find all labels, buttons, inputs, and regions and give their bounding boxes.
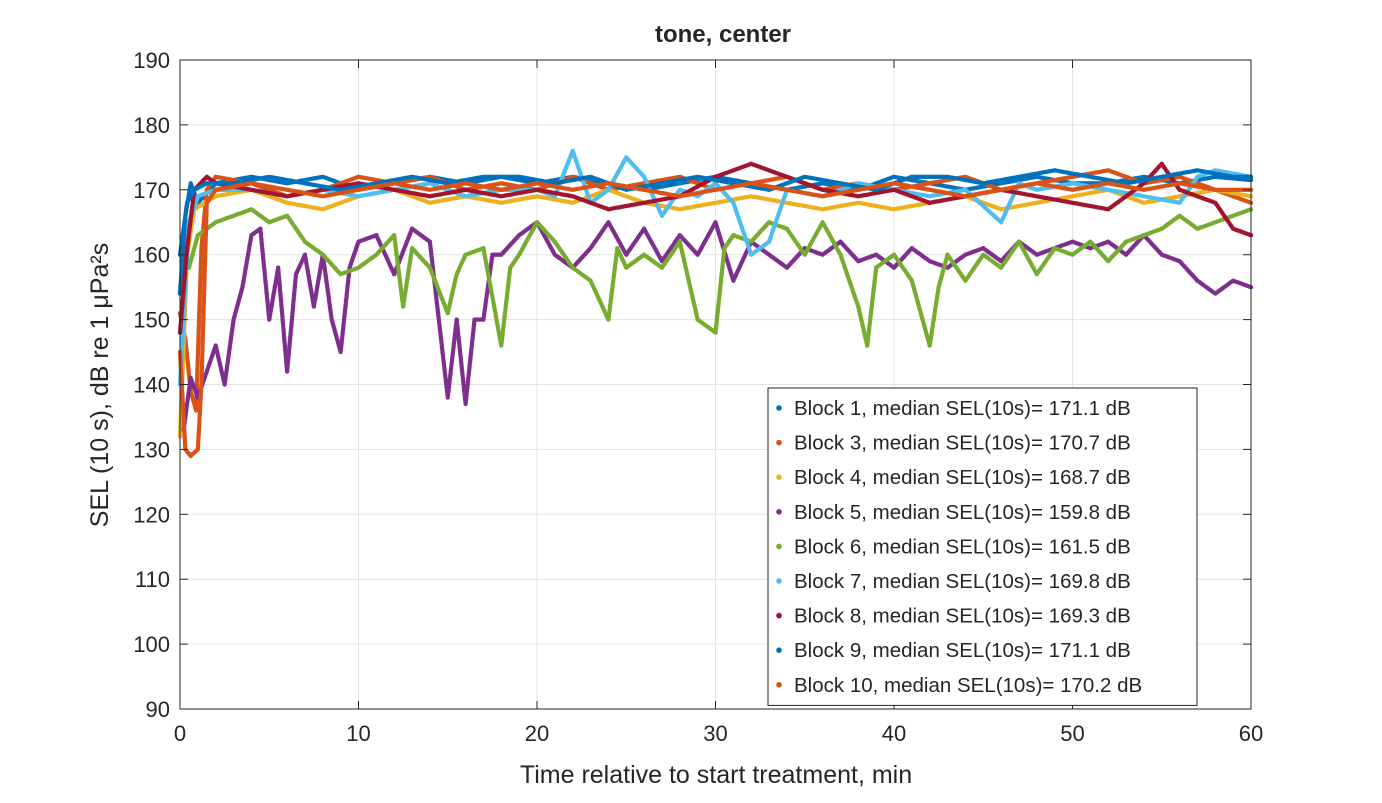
x-axis-title: Time relative to start treatment, min bbox=[520, 761, 912, 789]
chart-title: tone, center bbox=[655, 21, 791, 48]
y-axis-title: SEL (10 s), dB re 1 μPa²s bbox=[86, 243, 114, 527]
